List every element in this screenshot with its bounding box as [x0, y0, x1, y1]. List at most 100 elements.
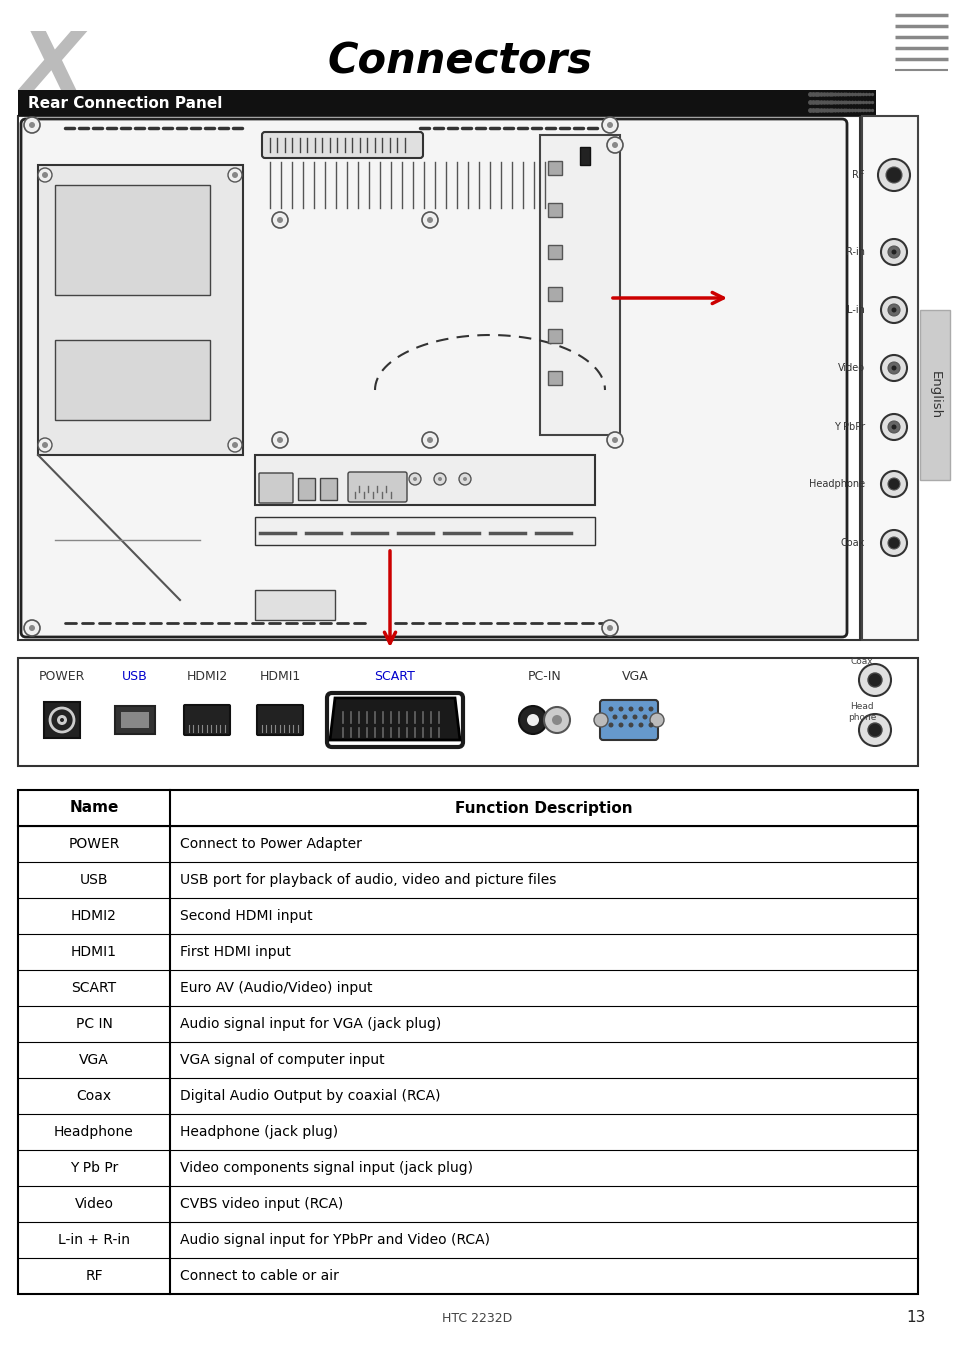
Circle shape: [228, 438, 242, 452]
Text: Digital Audio Output by coaxial (RCA): Digital Audio Output by coaxial (RCA): [180, 1088, 440, 1103]
Circle shape: [29, 122, 35, 128]
Circle shape: [632, 714, 637, 719]
Text: L-in + R-in: L-in + R-in: [58, 1233, 130, 1247]
Text: VGA signal of computer input: VGA signal of computer input: [180, 1053, 384, 1067]
Text: Coax: Coax: [840, 538, 864, 548]
Polygon shape: [330, 698, 459, 740]
Text: Coax: Coax: [76, 1088, 112, 1103]
Text: SCART: SCART: [375, 669, 415, 683]
Text: Second HDMI input: Second HDMI input: [180, 909, 313, 923]
Circle shape: [272, 433, 288, 448]
Circle shape: [648, 707, 653, 711]
FancyBboxPatch shape: [348, 472, 407, 502]
Text: Y Pb Pr: Y Pb Pr: [70, 1161, 118, 1175]
Circle shape: [887, 479, 899, 489]
Circle shape: [887, 420, 899, 433]
Text: Headphone (jack plug): Headphone (jack plug): [180, 1125, 337, 1138]
Circle shape: [649, 713, 663, 727]
Circle shape: [606, 122, 613, 128]
Text: PC IN: PC IN: [75, 1017, 112, 1032]
Circle shape: [880, 356, 906, 381]
Circle shape: [276, 218, 283, 223]
Bar: [539, 135, 619, 435]
Text: HTC 2232D: HTC 2232D: [441, 1311, 512, 1325]
Bar: [579, 147, 589, 165]
Circle shape: [276, 437, 283, 443]
Circle shape: [232, 442, 237, 448]
Circle shape: [552, 715, 561, 725]
Circle shape: [890, 307, 896, 312]
Circle shape: [427, 437, 433, 443]
Text: Audio signal input for VGA (jack plug): Audio signal input for VGA (jack plug): [180, 1017, 441, 1032]
Text: 13: 13: [905, 1310, 924, 1325]
Text: L-in: L-in: [846, 306, 864, 315]
Text: VGA: VGA: [621, 669, 648, 683]
Text: Euro AV (Audio/Video) input: Euro AV (Audio/Video) input: [180, 982, 372, 995]
Circle shape: [887, 246, 899, 258]
Circle shape: [648, 722, 653, 727]
Bar: [55, 339, 210, 420]
Bar: [18, 658, 917, 767]
FancyBboxPatch shape: [21, 119, 846, 637]
Text: RF: RF: [852, 170, 864, 180]
Circle shape: [628, 722, 633, 727]
Circle shape: [638, 722, 643, 727]
Bar: [55, 185, 210, 295]
Circle shape: [880, 297, 906, 323]
Text: POWER: POWER: [69, 837, 119, 850]
Circle shape: [24, 118, 40, 132]
Text: English: English: [927, 370, 941, 419]
Text: Coax: Coax: [850, 657, 872, 667]
Text: Y PbPr: Y PbPr: [833, 422, 864, 433]
Circle shape: [867, 673, 882, 687]
Text: Headphone: Headphone: [808, 479, 864, 489]
Circle shape: [618, 722, 623, 727]
Bar: [547, 161, 561, 174]
Text: Name: Name: [70, 800, 118, 815]
Circle shape: [272, 212, 288, 228]
Bar: [18, 116, 859, 639]
FancyBboxPatch shape: [184, 704, 230, 735]
Circle shape: [887, 304, 899, 316]
Text: Connect to cable or air: Connect to cable or air: [180, 1270, 338, 1283]
Text: X: X: [21, 28, 83, 107]
Text: R-in: R-in: [845, 247, 864, 257]
Bar: [44, 702, 80, 738]
Text: HDMI2: HDMI2: [186, 669, 228, 683]
Circle shape: [458, 473, 471, 485]
Circle shape: [409, 473, 420, 485]
Bar: [121, 713, 149, 727]
Bar: [547, 203, 561, 218]
Circle shape: [867, 723, 882, 737]
Circle shape: [543, 707, 569, 733]
Circle shape: [890, 250, 896, 254]
Circle shape: [421, 433, 437, 448]
Text: HDMI2: HDMI2: [71, 909, 117, 923]
Bar: [254, 516, 595, 545]
Text: USB: USB: [80, 873, 108, 887]
Circle shape: [50, 708, 74, 731]
Circle shape: [612, 714, 617, 719]
Circle shape: [622, 714, 627, 719]
Text: Head
phone: Head phone: [847, 702, 875, 722]
Circle shape: [890, 425, 896, 430]
Circle shape: [42, 172, 48, 178]
Circle shape: [885, 168, 901, 183]
Circle shape: [437, 477, 441, 481]
Text: Audio signal input for YPbPr and Video (RCA): Audio signal input for YPbPr and Video (…: [180, 1233, 490, 1247]
Circle shape: [858, 664, 890, 696]
Bar: [115, 706, 154, 734]
Circle shape: [638, 707, 643, 711]
Circle shape: [421, 212, 437, 228]
Text: CVBS video input (RCA): CVBS video input (RCA): [180, 1197, 343, 1211]
Text: VGA: VGA: [79, 1053, 109, 1067]
Text: HDMI1: HDMI1: [71, 945, 117, 959]
Bar: [862, 116, 917, 639]
Bar: [547, 245, 561, 260]
Text: USB port for playback of audio, video and picture files: USB port for playback of audio, video an…: [180, 873, 556, 887]
FancyBboxPatch shape: [262, 132, 422, 158]
Circle shape: [42, 442, 48, 448]
Text: Video components signal input (jack plug): Video components signal input (jack plug…: [180, 1161, 473, 1175]
Circle shape: [608, 722, 613, 727]
Bar: [919, 310, 949, 480]
